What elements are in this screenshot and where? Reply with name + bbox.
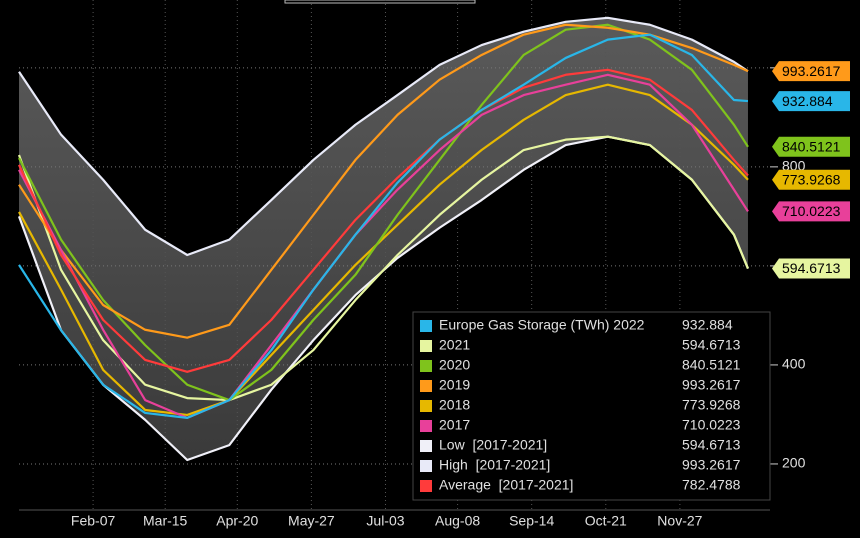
legend-label: 2018 (439, 397, 470, 413)
legend-label: High [2017-2021] (439, 457, 550, 473)
value-tag (772, 136, 850, 157)
legend-value: 993.2617 (682, 377, 741, 393)
legend-swatch (420, 380, 432, 392)
series-line (18, 23, 749, 402)
legend-swatch (420, 460, 432, 472)
legend-swatch (420, 360, 432, 372)
legend-value: 840.5121 (682, 357, 741, 373)
legend-label: Low [2017-2021] (439, 437, 547, 453)
legend-value: 710.0223 (682, 417, 741, 433)
y-tick-label: 800 (782, 158, 806, 174)
series-line (18, 33, 749, 420)
y-tick-label: 200 (782, 455, 806, 471)
legend-value: 594.6713 (682, 437, 741, 453)
x-tick-label: Feb-07 (71, 513, 116, 529)
value-tag-label: 932.884 (782, 93, 833, 109)
series-line (18, 73, 749, 420)
legend-label: Average [2017-2021] (439, 477, 573, 493)
value-tag (772, 258, 850, 279)
legend-label: Europe Gas Storage (TWh) 2022 (439, 317, 645, 333)
legend-swatch (420, 340, 432, 352)
legend-swatch (420, 400, 432, 412)
legend-value: 782.4788 (682, 477, 741, 493)
value-tag-label: 773.9268 (782, 171, 841, 187)
series-line (18, 68, 749, 373)
value-tag (772, 91, 850, 112)
legend-swatch (420, 320, 432, 332)
value-tag-label: 594.6713 (782, 260, 841, 276)
x-tick-label: Sep-14 (509, 513, 554, 529)
series-line (17, 135, 749, 402)
legend-swatch (420, 440, 432, 452)
legend-label: 2019 (439, 377, 470, 393)
value-tag (772, 61, 850, 82)
value-tag (772, 169, 850, 190)
value-tag-label: 993.2617 (782, 63, 841, 79)
x-tick-label: Nov-27 (657, 513, 702, 529)
legend-label: 2020 (439, 357, 470, 373)
value-tag-label: 710.0223 (782, 203, 841, 219)
series-line (18, 83, 749, 417)
legend-value: 993.2617 (682, 457, 741, 473)
legend-label: 2021 (439, 337, 470, 353)
x-tick-label: May-27 (288, 513, 335, 529)
legend-label: 2017 (439, 417, 470, 433)
y-tick-label: 400 (782, 356, 806, 372)
legend-swatch (420, 480, 432, 492)
top-edge (284, 0, 476, 4)
x-tick-label: Apr-20 (216, 513, 258, 529)
legend-value: 594.6713 (682, 337, 741, 353)
x-tick-label: Aug-08 (435, 513, 480, 529)
legend-box (412, 311, 771, 501)
x-tick-label: Jul-03 (366, 513, 404, 529)
x-tick-label: Mar-15 (143, 513, 188, 529)
x-tick-label: Oct-21 (585, 513, 627, 529)
value-tag (772, 201, 850, 222)
legend-value: 773.9268 (682, 397, 741, 413)
series-line (18, 16, 749, 257)
legend-swatch (420, 420, 432, 432)
legend-value: 932.884 (682, 317, 733, 333)
value-tag-label: 840.5121 (782, 139, 841, 155)
